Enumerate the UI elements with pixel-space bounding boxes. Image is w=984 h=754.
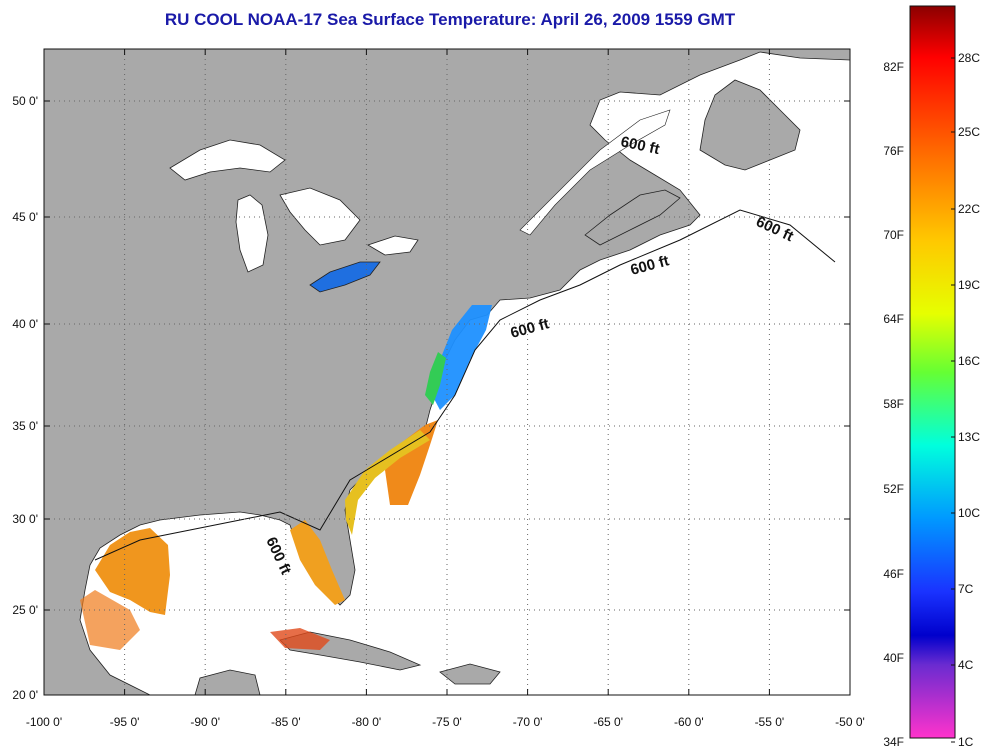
lat-tick-label: 45 0' bbox=[12, 210, 38, 224]
lat-tick-label: 40 0' bbox=[12, 317, 38, 331]
colorbar-f-label: 58F bbox=[883, 397, 904, 411]
longitude-axis: -100 0' -95 0' -90 0' -85 0' -80 0' -75 0' -70… bbox=[26, 715, 865, 729]
sst-mid-atlantic-blue bbox=[432, 305, 492, 410]
land-nova-scotia bbox=[584, 189, 681, 246]
latitude-axis: 50 0' 45 0' 40 0' 35 0' 30 0' 25 0' 20 0' bbox=[12, 94, 38, 702]
colorbar-f-label: 46F bbox=[883, 567, 904, 581]
lon-tick-label: -80 0' bbox=[352, 715, 382, 729]
lake-erie-sst bbox=[309, 261, 381, 293]
colorbar-fahrenheit-labels: 82F 76F 70F 64F 58F 52F 46F 40F 34F bbox=[883, 60, 904, 749]
colorbar-c-label: 25C bbox=[958, 125, 980, 139]
colorbar-f-label: 40F bbox=[883, 651, 904, 665]
land-yucatan bbox=[194, 669, 261, 695]
sst-florida-orange bbox=[290, 520, 345, 605]
lake-michigan bbox=[235, 194, 269, 273]
lat-tick-label: 35 0' bbox=[12, 419, 38, 433]
land-newfoundland bbox=[699, 79, 801, 171]
colorbar-c-label: 22C bbox=[958, 202, 980, 216]
colorbar bbox=[909, 5, 956, 739]
st-lawrence bbox=[519, 109, 671, 236]
colorbar-f-label: 64F bbox=[883, 312, 904, 326]
lat-tick-label: 20 0' bbox=[12, 688, 38, 702]
lon-tick-label: -65 0' bbox=[593, 715, 623, 729]
lon-tick-label: -55 0' bbox=[755, 715, 785, 729]
colorbar-c-label: 13C bbox=[958, 430, 980, 444]
lon-tick-label: -75 0' bbox=[432, 715, 462, 729]
lon-tick-label: -95 0' bbox=[110, 715, 140, 729]
sst-gulfstream-yellow bbox=[345, 430, 430, 535]
lon-tick-label: -85 0' bbox=[271, 715, 301, 729]
map-title: RU COOL NOAA-17 Sea Surface Temperature:… bbox=[164, 10, 736, 29]
sst-gulf-orange bbox=[95, 528, 170, 615]
colorbar-f-label: 70F bbox=[883, 228, 904, 242]
lake-superior bbox=[169, 139, 286, 181]
colorbar-c-label: 19C bbox=[958, 278, 980, 292]
colorbar-f-label: 34F bbox=[883, 735, 904, 749]
graticule bbox=[43, 49, 851, 696]
colorbar-c-label: 28C bbox=[958, 51, 980, 65]
colorbar-f-label: 82F bbox=[883, 60, 904, 74]
isobath-600ft bbox=[94, 209, 836, 561]
lon-tick-label: -100 0' bbox=[26, 715, 62, 729]
colorbar-f-label: 52F bbox=[883, 482, 904, 496]
colorbar-c-label: 7C bbox=[958, 582, 974, 596]
lat-tick-label: 30 0' bbox=[12, 512, 38, 526]
lat-tick-label: 50 0' bbox=[12, 94, 38, 108]
colorbar-c-label: 4C bbox=[958, 658, 974, 672]
sst-chesapeake-green bbox=[425, 352, 446, 405]
lon-tick-label: -90 0' bbox=[190, 715, 220, 729]
lon-tick-label: -50 0' bbox=[835, 715, 865, 729]
lon-tick-label: -60 0' bbox=[674, 715, 704, 729]
colorbar-celsius-labels: 28C 25C 22C 19C 16C 13C 10C 7C 4C 1C bbox=[951, 51, 980, 749]
colorbar-f-label: 76F bbox=[883, 144, 904, 158]
sst-cuba-scatter bbox=[270, 628, 330, 650]
lon-tick-label: -70 0' bbox=[513, 715, 543, 729]
colorbar-c-label: 1C bbox=[958, 735, 974, 749]
colorbar-c-label: 16C bbox=[958, 354, 980, 368]
lake-ontario bbox=[367, 235, 419, 256]
lat-tick-label: 25 0' bbox=[12, 603, 38, 617]
land-hispaniola bbox=[439, 663, 501, 685]
colorbar-c-label: 10C bbox=[958, 506, 980, 520]
